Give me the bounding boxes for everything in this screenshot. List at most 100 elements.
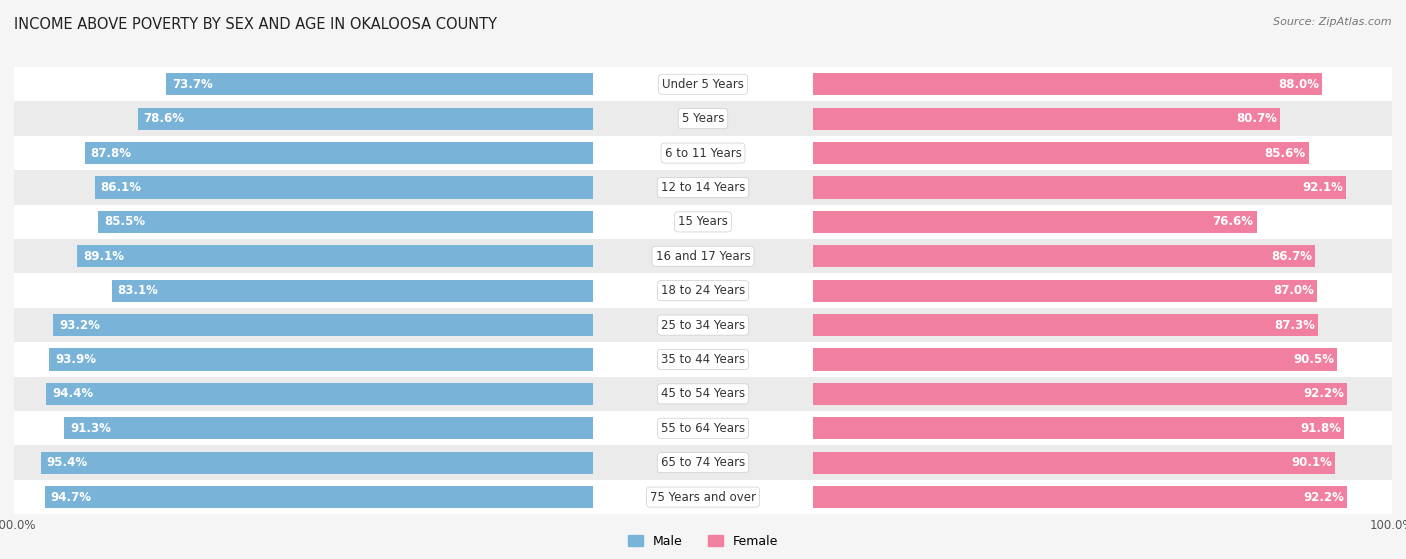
Text: Source: ZipAtlas.com: Source: ZipAtlas.com — [1274, 17, 1392, 27]
Bar — [84, 142, 593, 164]
Bar — [235, 67, 1392, 102]
Text: 85.6%: 85.6% — [1264, 146, 1306, 159]
Bar — [0, 205, 593, 239]
Text: 92.2%: 92.2% — [1303, 491, 1344, 504]
Bar — [0, 67, 1406, 102]
Bar — [0, 170, 593, 205]
Text: 18 to 24 Years: 18 to 24 Years — [661, 284, 745, 297]
Bar — [41, 452, 593, 474]
Bar — [813, 280, 1316, 302]
Bar — [0, 377, 593, 411]
Text: 94.4%: 94.4% — [52, 387, 93, 400]
Bar — [94, 176, 593, 198]
Bar — [0, 377, 1406, 411]
Text: 5 Years: 5 Years — [682, 112, 724, 125]
Bar — [0, 239, 593, 273]
Bar — [0, 480, 1406, 514]
Bar — [235, 308, 1392, 342]
Bar — [0, 446, 593, 480]
Bar — [0, 102, 1406, 136]
Bar — [813, 486, 1347, 508]
Bar — [813, 452, 1334, 474]
Text: 89.1%: 89.1% — [83, 250, 124, 263]
Text: 92.1%: 92.1% — [1302, 181, 1343, 194]
Text: 76.6%: 76.6% — [1212, 215, 1254, 229]
Text: 45 to 54 Years: 45 to 54 Years — [661, 387, 745, 400]
Text: 93.9%: 93.9% — [55, 353, 96, 366]
Bar — [0, 205, 1406, 239]
Text: 85.5%: 85.5% — [104, 215, 145, 229]
Text: 87.3%: 87.3% — [1275, 319, 1316, 331]
Bar — [235, 102, 1392, 136]
Text: 25 to 34 Years: 25 to 34 Years — [661, 319, 745, 331]
Bar — [0, 102, 593, 136]
Bar — [0, 308, 593, 342]
Text: 80.7%: 80.7% — [1236, 112, 1278, 125]
Bar — [235, 136, 1392, 170]
Bar — [0, 273, 593, 308]
Bar — [0, 136, 1406, 170]
Text: 91.8%: 91.8% — [1301, 422, 1341, 435]
Bar — [235, 273, 1392, 308]
Bar — [65, 417, 593, 439]
Bar — [0, 411, 593, 446]
Text: 55 to 64 Years: 55 to 64 Years — [661, 422, 745, 435]
Text: 90.5%: 90.5% — [1294, 353, 1334, 366]
Bar — [813, 211, 1257, 233]
Bar — [235, 411, 1392, 446]
Bar — [235, 170, 1392, 205]
Bar — [813, 417, 1344, 439]
Bar — [166, 73, 593, 96]
Text: 6 to 11 Years: 6 to 11 Years — [665, 146, 741, 159]
Bar — [813, 383, 1347, 405]
Text: 87.0%: 87.0% — [1272, 284, 1313, 297]
Bar — [813, 314, 1319, 337]
Bar — [813, 348, 1337, 371]
Bar — [138, 107, 593, 130]
Bar — [0, 308, 1406, 342]
Text: Under 5 Years: Under 5 Years — [662, 78, 744, 91]
Bar — [0, 342, 593, 377]
Text: 83.1%: 83.1% — [118, 284, 159, 297]
Bar — [813, 245, 1315, 267]
Text: INCOME ABOVE POVERTY BY SEX AND AGE IN OKALOOSA COUNTY: INCOME ABOVE POVERTY BY SEX AND AGE IN O… — [14, 17, 498, 32]
Bar — [0, 239, 1406, 273]
Bar — [813, 107, 1281, 130]
Bar — [0, 411, 1406, 446]
Bar — [77, 245, 593, 267]
Text: 88.0%: 88.0% — [1278, 78, 1320, 91]
Bar — [813, 73, 1323, 96]
Bar — [49, 348, 593, 371]
Text: 95.4%: 95.4% — [46, 456, 87, 469]
Bar — [46, 383, 593, 405]
Text: 94.7%: 94.7% — [51, 491, 91, 504]
Text: 90.1%: 90.1% — [1291, 456, 1331, 469]
Bar — [0, 273, 1406, 308]
Bar — [0, 480, 593, 514]
Bar — [235, 377, 1392, 411]
Text: 73.7%: 73.7% — [172, 78, 212, 91]
Text: 91.3%: 91.3% — [70, 422, 111, 435]
Text: 75 Years and over: 75 Years and over — [650, 491, 756, 504]
Bar — [235, 480, 1392, 514]
Text: 86.1%: 86.1% — [100, 181, 141, 194]
Text: 16 and 17 Years: 16 and 17 Years — [655, 250, 751, 263]
Bar — [235, 446, 1392, 480]
Bar — [0, 446, 1406, 480]
Bar — [112, 280, 593, 302]
Bar — [0, 342, 1406, 377]
Bar — [0, 67, 593, 102]
Text: 86.7%: 86.7% — [1271, 250, 1312, 263]
Bar — [53, 314, 593, 337]
Bar — [235, 239, 1392, 273]
Bar — [45, 486, 593, 508]
Bar — [235, 205, 1392, 239]
Legend: Male, Female: Male, Female — [623, 530, 783, 553]
Text: 78.6%: 78.6% — [143, 112, 184, 125]
Bar — [813, 142, 1309, 164]
Bar — [0, 136, 593, 170]
Text: 93.2%: 93.2% — [59, 319, 100, 331]
Bar — [98, 211, 593, 233]
Text: 12 to 14 Years: 12 to 14 Years — [661, 181, 745, 194]
Text: 65 to 74 Years: 65 to 74 Years — [661, 456, 745, 469]
